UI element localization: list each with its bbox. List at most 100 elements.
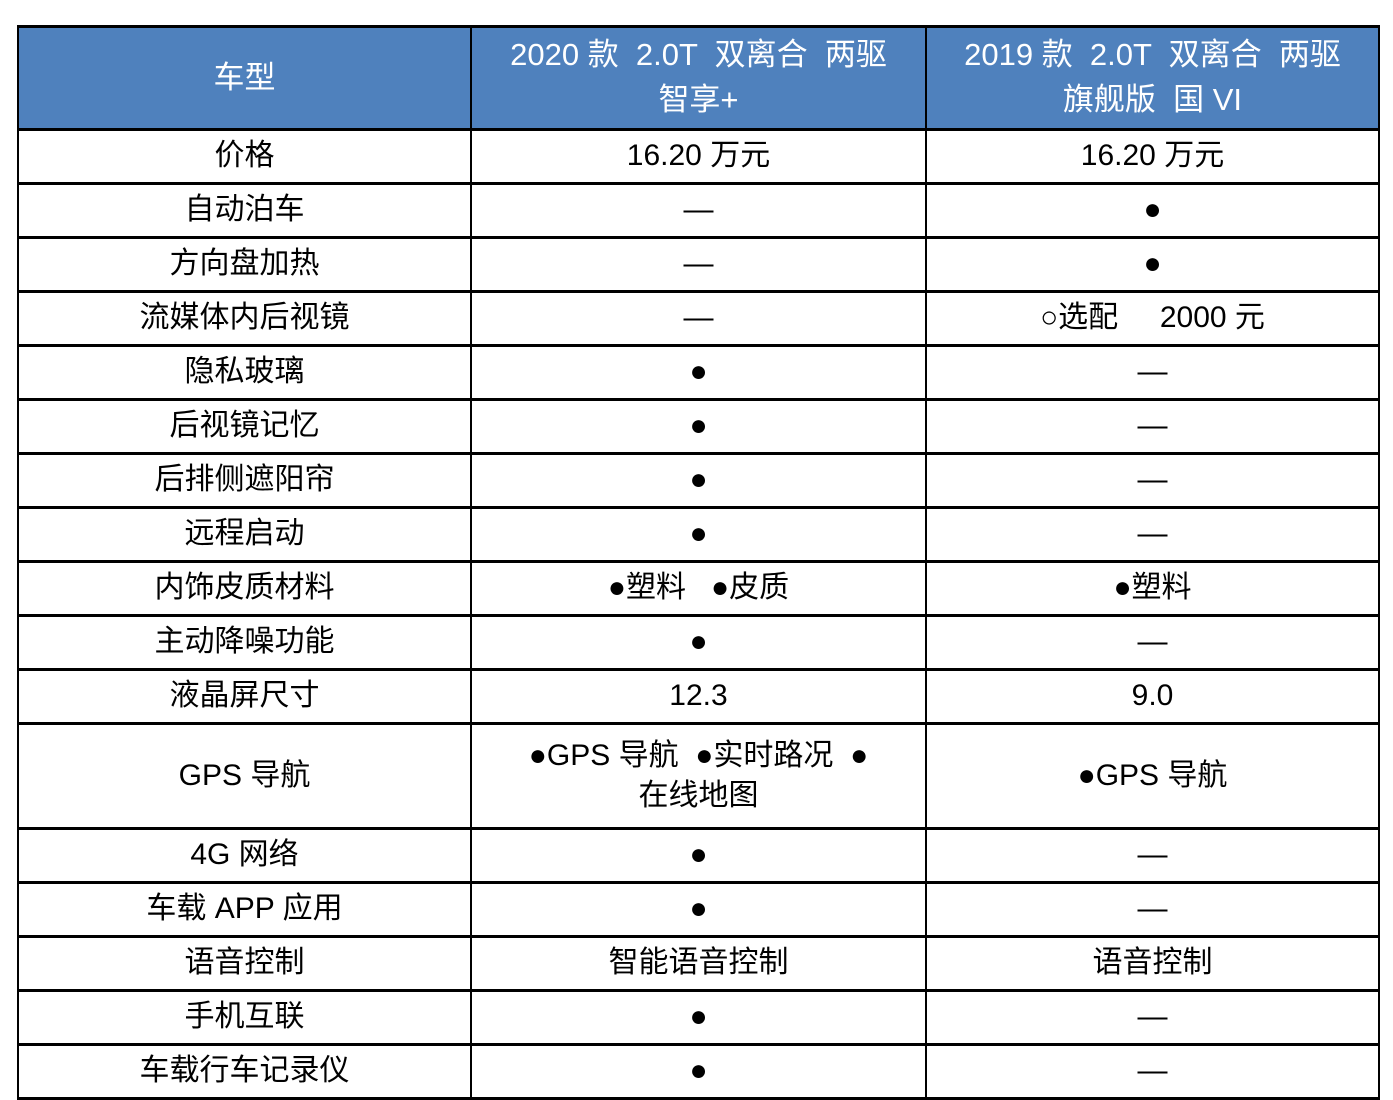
value-cell-2019-trim: ●GPS 导航 [925,722,1380,830]
cell-line: 4G 网络 [190,838,299,872]
table-row: 语音控制 智能语音控制 语音控制 [17,935,1380,992]
value-cell-2019-trim: — [925,344,1380,401]
cell-line: 车载行车记录仪 [139,1054,350,1088]
feature-name-cell: 4G 网络 [17,827,472,884]
value-cell-2020-trim: ● [470,1043,927,1100]
cell-line: 语音控制 [184,946,305,980]
cell-line: — [1137,463,1168,497]
feature-name-cell: 内饰皮质材料 [17,560,472,617]
value-cell-2019-trim: — [925,1043,1380,1100]
table-row: 流媒体内后视镜 — ○选配 2000 元 [17,290,1380,347]
cell-line: 12.3 [669,679,728,713]
cell-line: 后视镜记忆 [169,409,320,443]
cell-line: 后排侧遮阳帘 [154,463,335,497]
value-cell-2020-trim: ● [470,827,927,884]
cell-line: 智能语音控制 [608,946,789,980]
table-row: 远程启动 ● — [17,506,1380,563]
table-row: GPS 导航 ●GPS 导航 ●实时路况 ● 在线地图 ●GPS 导航 [17,722,1380,830]
feature-name-cell: 隐私玻璃 [17,344,472,401]
cell-line: 在线地图 [638,779,759,812]
cell-line: ● [689,838,708,872]
header-2020-trim-line1: 2020 款 2.0T 双离合 两驱 [510,37,887,73]
table-row: 4G 网络 ● — [17,827,1380,884]
cell-line: — [1137,838,1168,872]
cell-line: ● [689,355,708,389]
table-row: 内饰皮质材料 ●塑料 ●皮质 ●塑料 [17,560,1380,617]
cell-line: ●塑料 ●皮质 [607,571,790,605]
cell-line: — [1137,355,1168,389]
cell-line: — [1137,1054,1168,1088]
cell-line: 方向盘加热 [169,247,320,281]
value-cell-2020-trim: ● [470,452,927,509]
feature-name-cell: 远程启动 [17,506,472,563]
cell-line: ○选配 2000 元 [1040,301,1265,335]
value-cell-2019-trim: 16.20 万元 [925,128,1380,185]
cell-line: 车载 APP 应用 [146,892,343,926]
cell-line: — [683,193,714,227]
cell-line: — [1137,625,1168,659]
value-cell-2020-trim: ● [470,506,927,563]
value-cell-2020-trim: ● [470,398,927,455]
cell-line: 9.0 [1131,679,1174,713]
cell-line: 16.20 万元 [1080,139,1225,173]
car-trim-comparison-table: 车型 2020 款 2.0T 双离合 两驱 智享+ 2019 款 2.0T 双离… [17,25,1380,1100]
feature-name-cell: 后排侧遮阳帘 [17,452,472,509]
feature-name-cell: 方向盘加热 [17,236,472,293]
value-cell-2020-trim: ● [470,989,927,1046]
table-row: 车载 APP 应用 ● — [17,881,1380,938]
value-cell-2019-trim: ● [925,236,1380,293]
table-header: 车型 2020 款 2.0T 双离合 两驱 智享+ 2019 款 2.0T 双离… [17,25,1380,131]
cell-line: 隐私玻璃 [184,355,305,389]
value-cell-2020-trim: 12.3 [470,668,927,725]
value-cell-2020-trim: ●GPS 导航 ●实时路况 ● 在线地图 [470,722,927,830]
value-cell-2019-trim: ● [925,182,1380,239]
cell-line: ● [1143,247,1162,281]
feature-name-cell: GPS 导航 [17,722,472,830]
value-cell-2019-trim: 9.0 [925,668,1380,725]
table-row: 隐私玻璃 ● — [17,344,1380,401]
table-row: 后视镜记忆 ● — [17,398,1380,455]
feature-name-cell: 手机互联 [17,989,472,1046]
cell-line: ● [689,1000,708,1034]
cell-line: ● [1143,193,1162,227]
cell-line: ●塑料 [1113,571,1192,605]
feature-name-cell: 流媒体内后视镜 [17,290,472,347]
value-cell-2020-trim: ● [470,344,927,401]
table-row: 液晶屏尺寸 12.3 9.0 [17,668,1380,725]
table-row: 价格 16.20 万元 16.20 万元 [17,128,1380,185]
cell-line: ● [689,1054,708,1088]
value-cell-2019-trim: — [925,614,1380,671]
cell-line: ● [689,463,708,497]
value-cell-2019-trim: — [925,398,1380,455]
value-cell-2019-trim: 语音控制 [925,935,1380,992]
header-2019-trim-line2: 旗舰版 国 VI [1062,82,1243,117]
header-2019-trim-column: 2019 款 2.0T 双离合 两驱 旗舰版 国 VI [925,25,1380,131]
cell-line: — [683,301,714,335]
table-row: 后排侧遮阳帘 ● — [17,452,1380,509]
feature-name-cell: 液晶屏尺寸 [17,668,472,725]
header-model-column: 车型 [17,25,472,131]
cell-line: ● [689,625,708,659]
cell-line: ● [689,409,708,443]
value-cell-2020-trim: ●塑料 ●皮质 [470,560,927,617]
cell-line: ●GPS 导航 ●实时路况 ● [528,738,869,772]
header-2020-trim-column: 2020 款 2.0T 双离合 两驱 智享+ [470,25,927,131]
cell-line: 自动泊车 [184,193,305,227]
table-row: 手机互联 ● — [17,989,1380,1046]
cell-line: ● [689,892,708,926]
cell-line: 16.20 万元 [626,139,771,173]
comparison-table-container: 车型 2020 款 2.0T 双离合 两驱 智享+ 2019 款 2.0T 双离… [17,25,1380,1100]
feature-name-cell: 价格 [17,128,472,185]
value-cell-2019-trim: — [925,452,1380,509]
value-cell-2019-trim: — [925,827,1380,884]
cell-line: 价格 [214,139,275,173]
cell-line: 远程启动 [184,517,305,551]
value-cell-2019-trim: ●塑料 [925,560,1380,617]
cell-line: 手机互联 [184,1000,305,1034]
feature-name-cell: 车载 APP 应用 [17,881,472,938]
cell-line: 主动降噪功能 [154,625,335,659]
cell-line: 流媒体内后视镜 [139,301,350,335]
feature-name-cell: 主动降噪功能 [17,614,472,671]
cell-line: ●GPS 导航 [1077,758,1228,792]
cell-line: ● [689,517,708,551]
